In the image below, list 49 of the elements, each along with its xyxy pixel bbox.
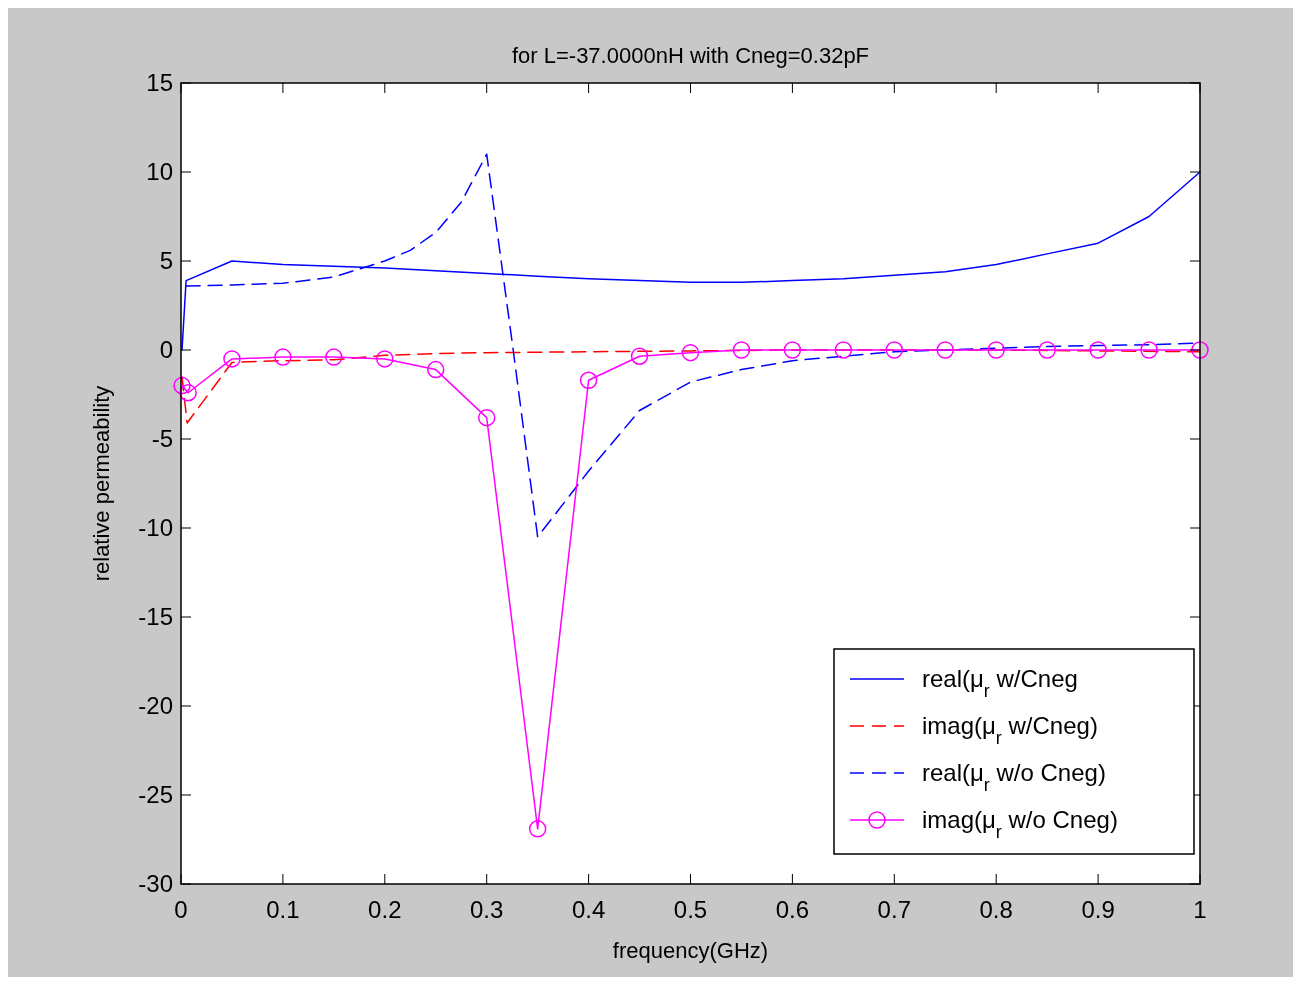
legend-label: imag(μ$_{r}$ w/o Cneg) [922,806,1118,842]
point [528,820,547,838]
point [732,341,751,359]
x-tick-label: 0.1 [266,896,300,923]
point [885,341,904,359]
x-tick-label: 0.7 [877,896,911,923]
point [1191,341,1209,359]
point [783,341,802,359]
y-tick-label: -15 [138,603,173,630]
point [325,348,343,366]
point [579,371,598,390]
x-axis-title: frequency(GHz) [612,938,769,963]
y-tick-label: 15 [146,69,173,96]
point [376,350,394,368]
x-tick-label: 0.2 [368,896,402,923]
point [173,376,191,395]
point [936,341,954,359]
point [477,408,496,427]
point [274,348,292,366]
x-tick-label: 0.8 [979,896,1013,923]
y-tick-label: 5 [159,247,173,274]
point [681,343,700,362]
point [1140,341,1158,359]
x-tick-label: 0.6 [775,896,810,923]
legend-label: imag(μ$_{r}$ w/Cneg) [922,712,1098,748]
chart-title: for L=-37.0000nH with Cneg=0.32pF [511,43,870,68]
y-tick-label: -30 [138,870,173,897]
y-tick-label: 10 [146,158,173,185]
point [223,350,241,368]
point [834,341,853,359]
legend-label: real(μ$_{r}$ w/Cneg [922,665,1078,701]
point [1038,341,1056,359]
x-tick-label: 1 [1193,896,1207,923]
y-tick-label: -25 [138,781,173,808]
y-tick-label: -20 [138,692,173,719]
point [987,341,1005,359]
x-tick-label: 0.5 [673,896,708,923]
point [179,383,197,402]
y-tick-label: -5 [151,425,173,452]
point [427,360,445,379]
y-axis-title: relative permeability [89,385,114,582]
x-tick-label: 0.4 [571,896,606,923]
legend-label: real(μ$_{r}$ w/o Cneg) [922,759,1106,795]
point [630,347,649,365]
x-tick-label: 0.9 [1081,896,1115,923]
y-tick-label: -10 [138,514,173,541]
x-tick-label: 0.3 [470,896,504,923]
point [1089,341,1107,359]
y-tick-label: 0 [159,336,173,363]
